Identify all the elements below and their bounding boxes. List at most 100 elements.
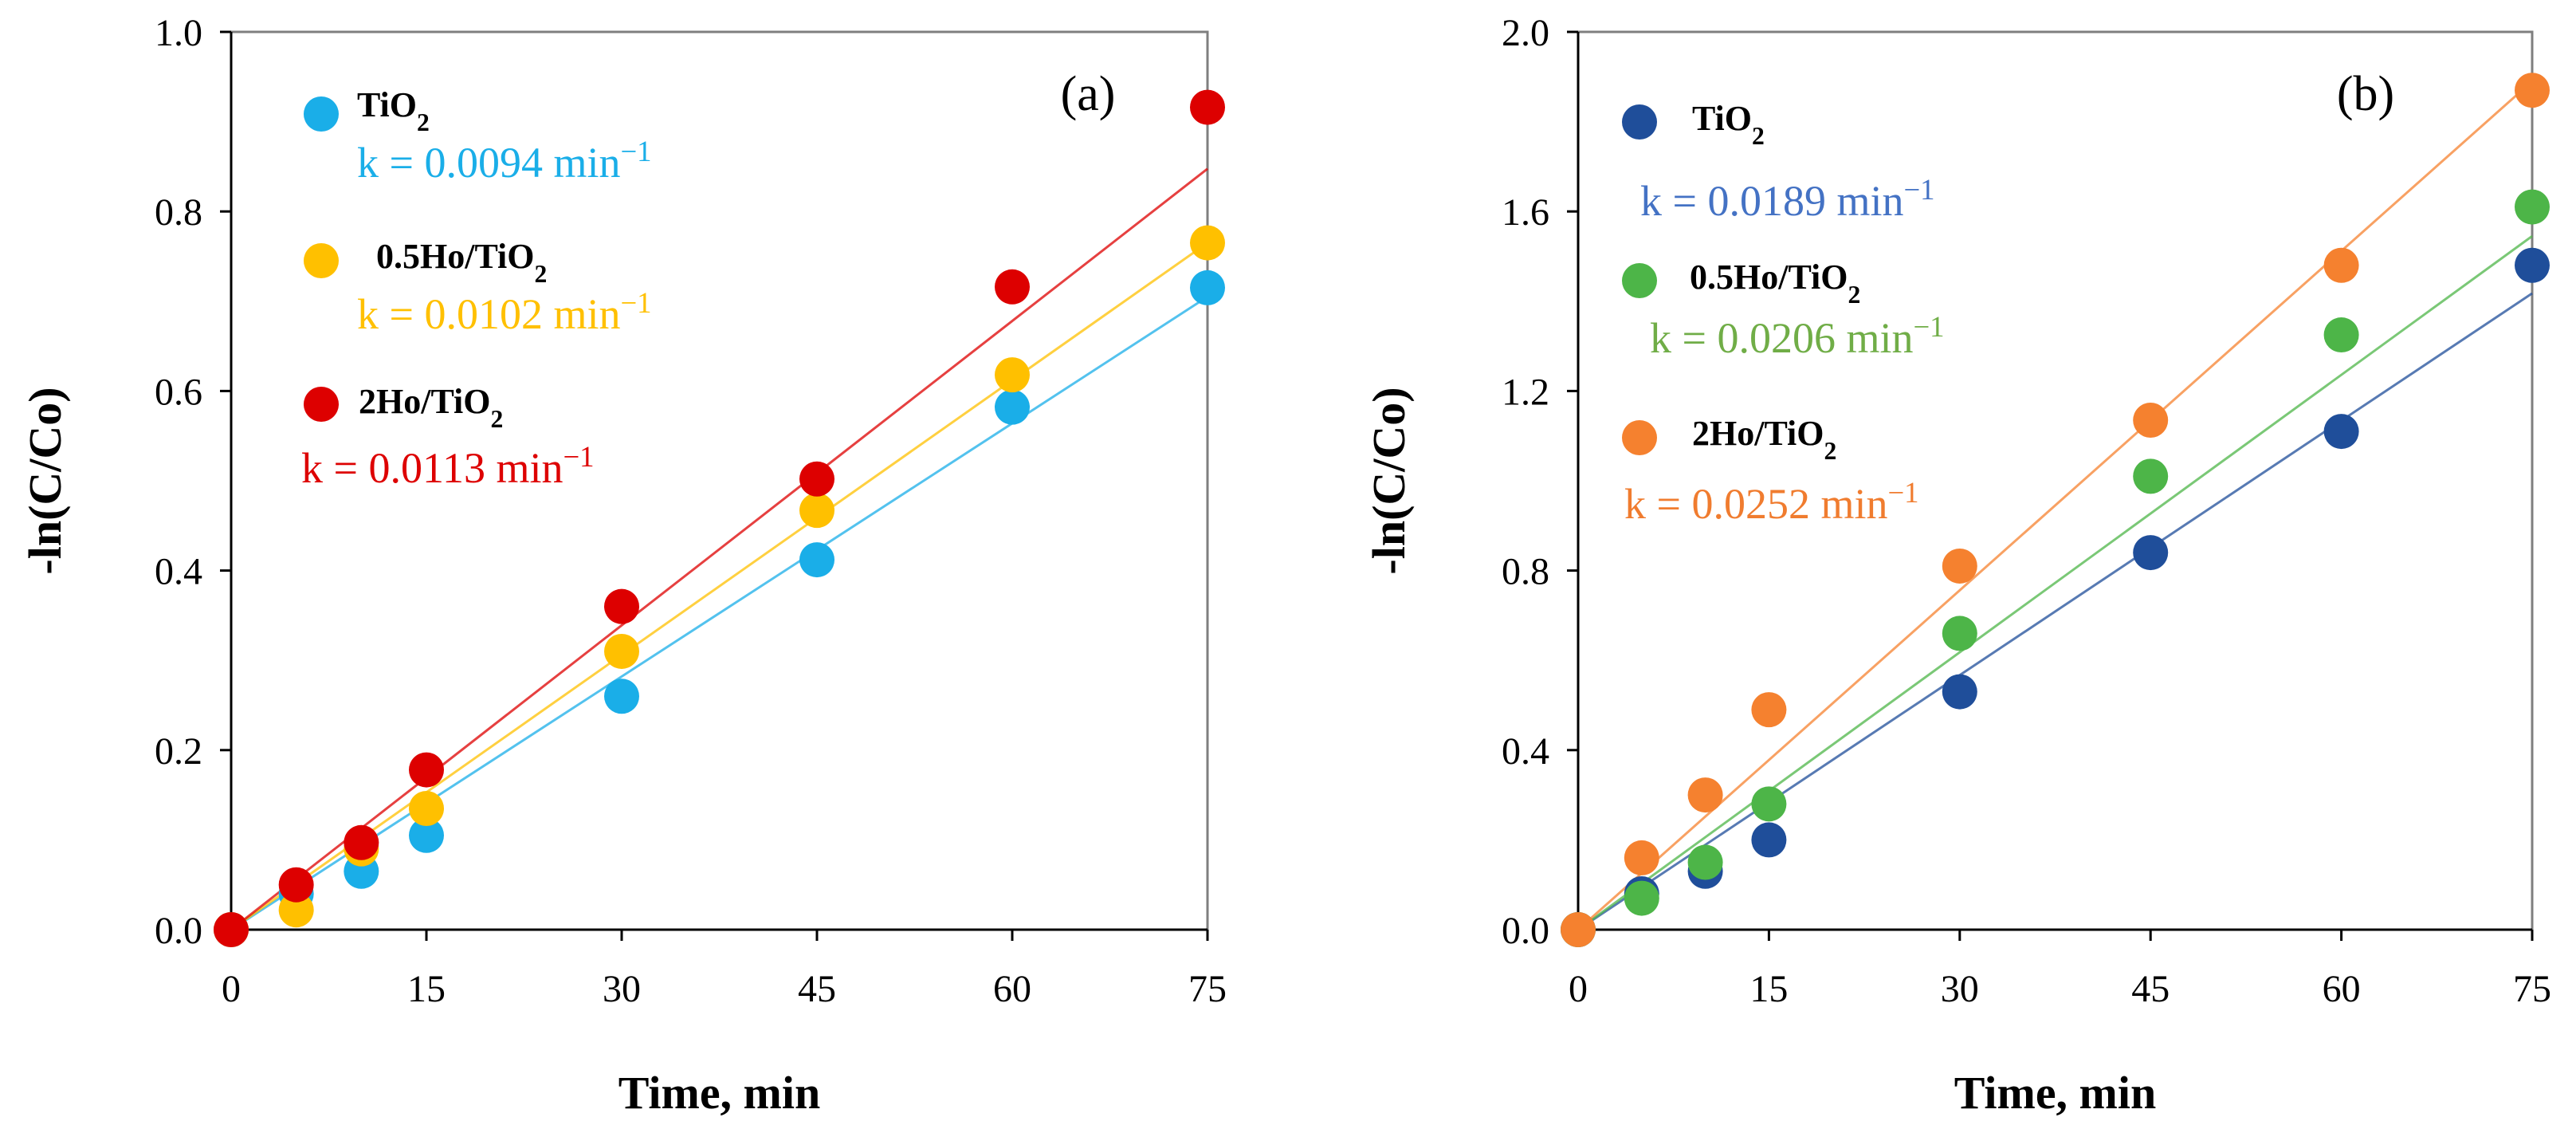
y-tick-label: 0.4 — [155, 551, 202, 593]
data-point-series-0 — [1751, 822, 1787, 858]
y-axis-title: -ln(C/Co) — [1363, 387, 1415, 574]
y-tick-label: 0.0 — [155, 910, 202, 952]
y-tick-label: 0.0 — [1502, 910, 1549, 952]
x-tick-label: 75 — [1188, 968, 1227, 1010]
data-point-series-1 — [1190, 225, 1225, 261]
fit-line-series-1 — [230, 242, 1208, 931]
y-tick-label: 1.6 — [1502, 191, 1549, 234]
data-point-series-2 — [214, 912, 249, 947]
rate-constant-series-2-sup: −1 — [1887, 476, 1918, 509]
rate-constant-series-2-main: k = 0.0113 min — [301, 444, 563, 492]
y-tick-label: 0.8 — [1502, 551, 1549, 593]
x-tick-label: 45 — [2131, 968, 2170, 1010]
x-tick-label: 75 — [2513, 968, 2551, 1010]
rate-constant-series-1: k = 0.0102 min−1 — [357, 286, 652, 339]
data-point-series-2 — [2515, 73, 2550, 108]
rate-constant-series-0: k = 0.0094 min−1 — [357, 135, 652, 187]
legend-label-series-2: 2Ho/TiO2 — [359, 382, 503, 433]
data-point-series-2 — [344, 824, 379, 860]
x-tick-label: 60 — [2323, 968, 2361, 1010]
data-point-series-2 — [409, 752, 444, 788]
rate-constant-series-1-main: k = 0.0206 min — [1650, 314, 1913, 362]
legend-marker-series-1 — [1622, 263, 1657, 298]
data-point-series-2 — [799, 461, 834, 497]
legend-label-series-1-sub: 2 — [534, 260, 547, 288]
x-tick-label: 0 — [1569, 968, 1588, 1010]
data-point-series-1 — [604, 633, 639, 669]
data-point-series-0 — [604, 679, 639, 714]
data-point-series-1 — [995, 357, 1030, 393]
x-tick-label: 15 — [1749, 968, 1788, 1010]
y-tick-label: 0.2 — [155, 730, 202, 773]
x-tick-label: 60 — [993, 968, 1031, 1010]
y-tick-label: 1.2 — [1502, 371, 1549, 413]
rate-constant-series-2: k = 0.0113 min−1 — [301, 440, 595, 493]
rate-constant-series-1-main: k = 0.0102 min — [357, 290, 620, 338]
legend-label-series-1-sub: 2 — [1848, 281, 1860, 309]
data-point-series-0 — [2515, 247, 2550, 283]
rate-constant-series-1: k = 0.0206 min−1 — [1650, 310, 1945, 363]
legend-label-series-0-main: TiO — [357, 85, 417, 124]
data-point-series-2 — [1687, 777, 1723, 813]
rate-constant-series-0-main: k = 0.0189 min — [1640, 177, 1903, 225]
rate-constant-series-2-main: k = 0.0252 min — [1624, 480, 1887, 528]
legend-marker-series-2 — [1622, 420, 1657, 455]
y-tick-label: 0.8 — [155, 191, 202, 234]
data-point-series-1 — [2323, 317, 2359, 353]
data-point-series-2 — [1561, 912, 1596, 947]
data-point-series-1 — [1624, 880, 1659, 916]
data-point-series-1 — [2515, 189, 2550, 225]
data-point-series-1 — [799, 493, 834, 529]
data-point-series-2 — [2323, 247, 2359, 283]
x-axis-title: Time, min — [618, 1067, 821, 1119]
x-axis-title: Time, min — [1954, 1067, 2157, 1119]
data-point-series-1 — [278, 892, 314, 928]
data-point-series-1 — [2133, 458, 2169, 494]
data-point-series-0 — [799, 542, 834, 578]
data-point-series-2 — [1942, 548, 1977, 584]
y-tick-label: 0.6 — [155, 371, 202, 413]
rate-constant-series-2: k = 0.0252 min−1 — [1624, 476, 1919, 529]
data-point-series-2 — [995, 269, 1030, 305]
data-point-series-2 — [1751, 692, 1787, 728]
data-point-series-0 — [2323, 414, 2359, 450]
data-point-series-0 — [409, 817, 444, 853]
data-point-series-1 — [1751, 786, 1787, 822]
legend-label-series-0-sub: 2 — [1752, 122, 1765, 150]
legend-label-series-2-sub: 2 — [1824, 437, 1836, 465]
legend-label-series-1-main: 0.5Ho/TiO — [376, 237, 534, 276]
data-point-series-0 — [2133, 535, 2169, 571]
rate-constant-series-2-sup: −1 — [563, 440, 594, 473]
legend-marker-series-2 — [304, 387, 339, 422]
legend-label-series-1: 0.5Ho/TiO2 — [376, 237, 547, 288]
fit-line-series-2 — [1577, 80, 2533, 931]
legend-label-series-0: TiO2 — [357, 85, 430, 136]
legend-label-series-2-sub: 2 — [490, 405, 503, 433]
x-tick-label: 30 — [603, 968, 641, 1010]
fit-line-series-0 — [1577, 292, 2533, 931]
panel-label: (b) — [2337, 67, 2394, 121]
rate-constant-series-0: k = 0.0189 min−1 — [1640, 173, 1935, 226]
legend-marker-series-1 — [304, 243, 339, 278]
y-tick-label: 0.4 — [1502, 730, 1549, 773]
y-tick-label: 1.0 — [155, 12, 202, 54]
data-point-series-2 — [604, 588, 639, 624]
fit-line-series-2 — [230, 167, 1208, 931]
legend-marker-series-0 — [304, 96, 339, 132]
x-tick-label: 0 — [222, 968, 241, 1010]
data-point-series-2 — [1624, 840, 1659, 875]
x-tick-label: 15 — [407, 968, 446, 1010]
rate-constant-series-0-main: k = 0.0094 min — [357, 139, 620, 187]
data-point-series-2 — [1190, 89, 1225, 125]
panel-a: 0 15 30 45 60 75 0.0 0.2 0.4 0.6 0.8 1.0 Time, min -l… — [19, 12, 1227, 1119]
legend-label-series-2-main: 2Ho/TiO — [359, 382, 490, 421]
rate-constant-series-1-sup: −1 — [620, 286, 651, 319]
x-tick-label: 45 — [798, 968, 836, 1010]
data-point-series-2 — [2133, 402, 2169, 438]
y-axis-title: -ln(C/Co) — [19, 387, 71, 574]
data-point-series-0 — [995, 389, 1030, 425]
rate-constant-series-0-sup: −1 — [1903, 173, 1934, 206]
legend-label-series-0-sub: 2 — [417, 108, 430, 136]
legend-label-series-1-main: 0.5Ho/TiO — [1690, 258, 1848, 297]
